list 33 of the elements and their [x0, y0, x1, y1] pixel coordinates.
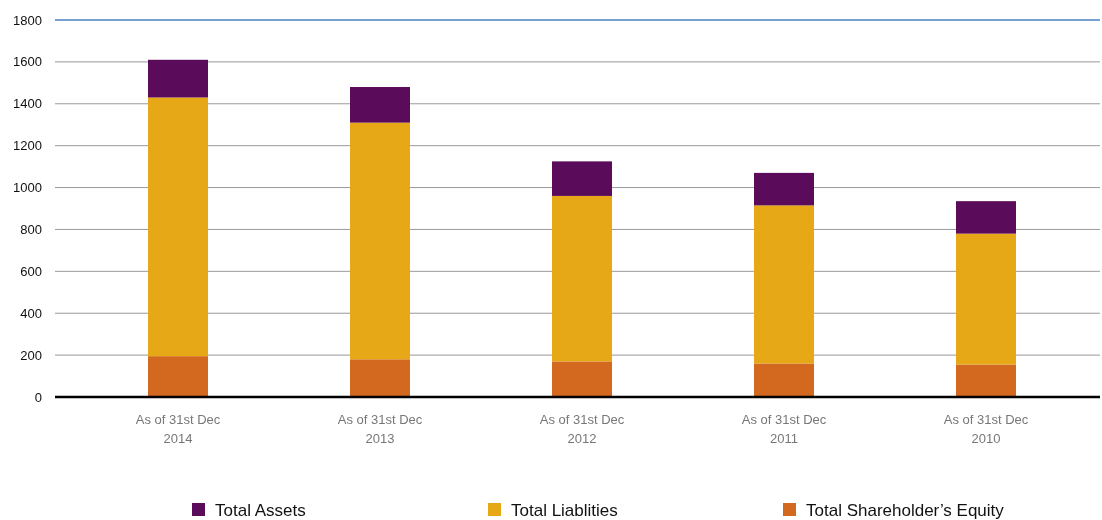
- bar: [350, 122, 410, 360]
- x-tick-label: As of 31st Dec 2013: [337, 412, 423, 446]
- bar: [754, 363, 814, 397]
- bar: [552, 195, 612, 362]
- legend-label: Total Shareholder’s Equity: [806, 500, 1005, 520]
- bar: [956, 364, 1016, 397]
- y-tick-label: 200: [20, 347, 42, 363]
- y-tick-label: 600: [20, 263, 42, 279]
- bar: [754, 205, 814, 364]
- x-tick-label: As of 31st Dec 2014: [135, 412, 221, 446]
- bar: [956, 233, 1016, 365]
- y-tick-label: 1000: [13, 180, 42, 196]
- y-tick-label: 0: [34, 389, 42, 405]
- x-tick-label: As of 31st Dec 2010: [943, 412, 1029, 446]
- bar: [148, 59, 208, 98]
- bar: [350, 359, 410, 397]
- x-tick-label: As of 31st Dec 2012: [539, 412, 625, 446]
- y-tick-label: 1400: [13, 96, 42, 112]
- y-tick-label: 1200: [13, 138, 42, 154]
- y-tick-label: 800: [20, 221, 42, 237]
- x-tick-label: As of 31st Dec 2011: [741, 412, 827, 446]
- legend-label: Total Liablities: [511, 500, 618, 520]
- bar: [956, 201, 1016, 234]
- y-tick-label: 1800: [13, 12, 42, 28]
- legend-label: Total Assets: [215, 500, 306, 520]
- bar: [148, 97, 208, 357]
- bar: [552, 361, 612, 397]
- bar: [754, 172, 814, 206]
- y-tick-label: 400: [20, 305, 42, 321]
- y-tick-label: 1600: [13, 54, 42, 70]
- bar: [148, 356, 208, 397]
- bar: [552, 161, 612, 196]
- bar: [350, 87, 410, 123]
